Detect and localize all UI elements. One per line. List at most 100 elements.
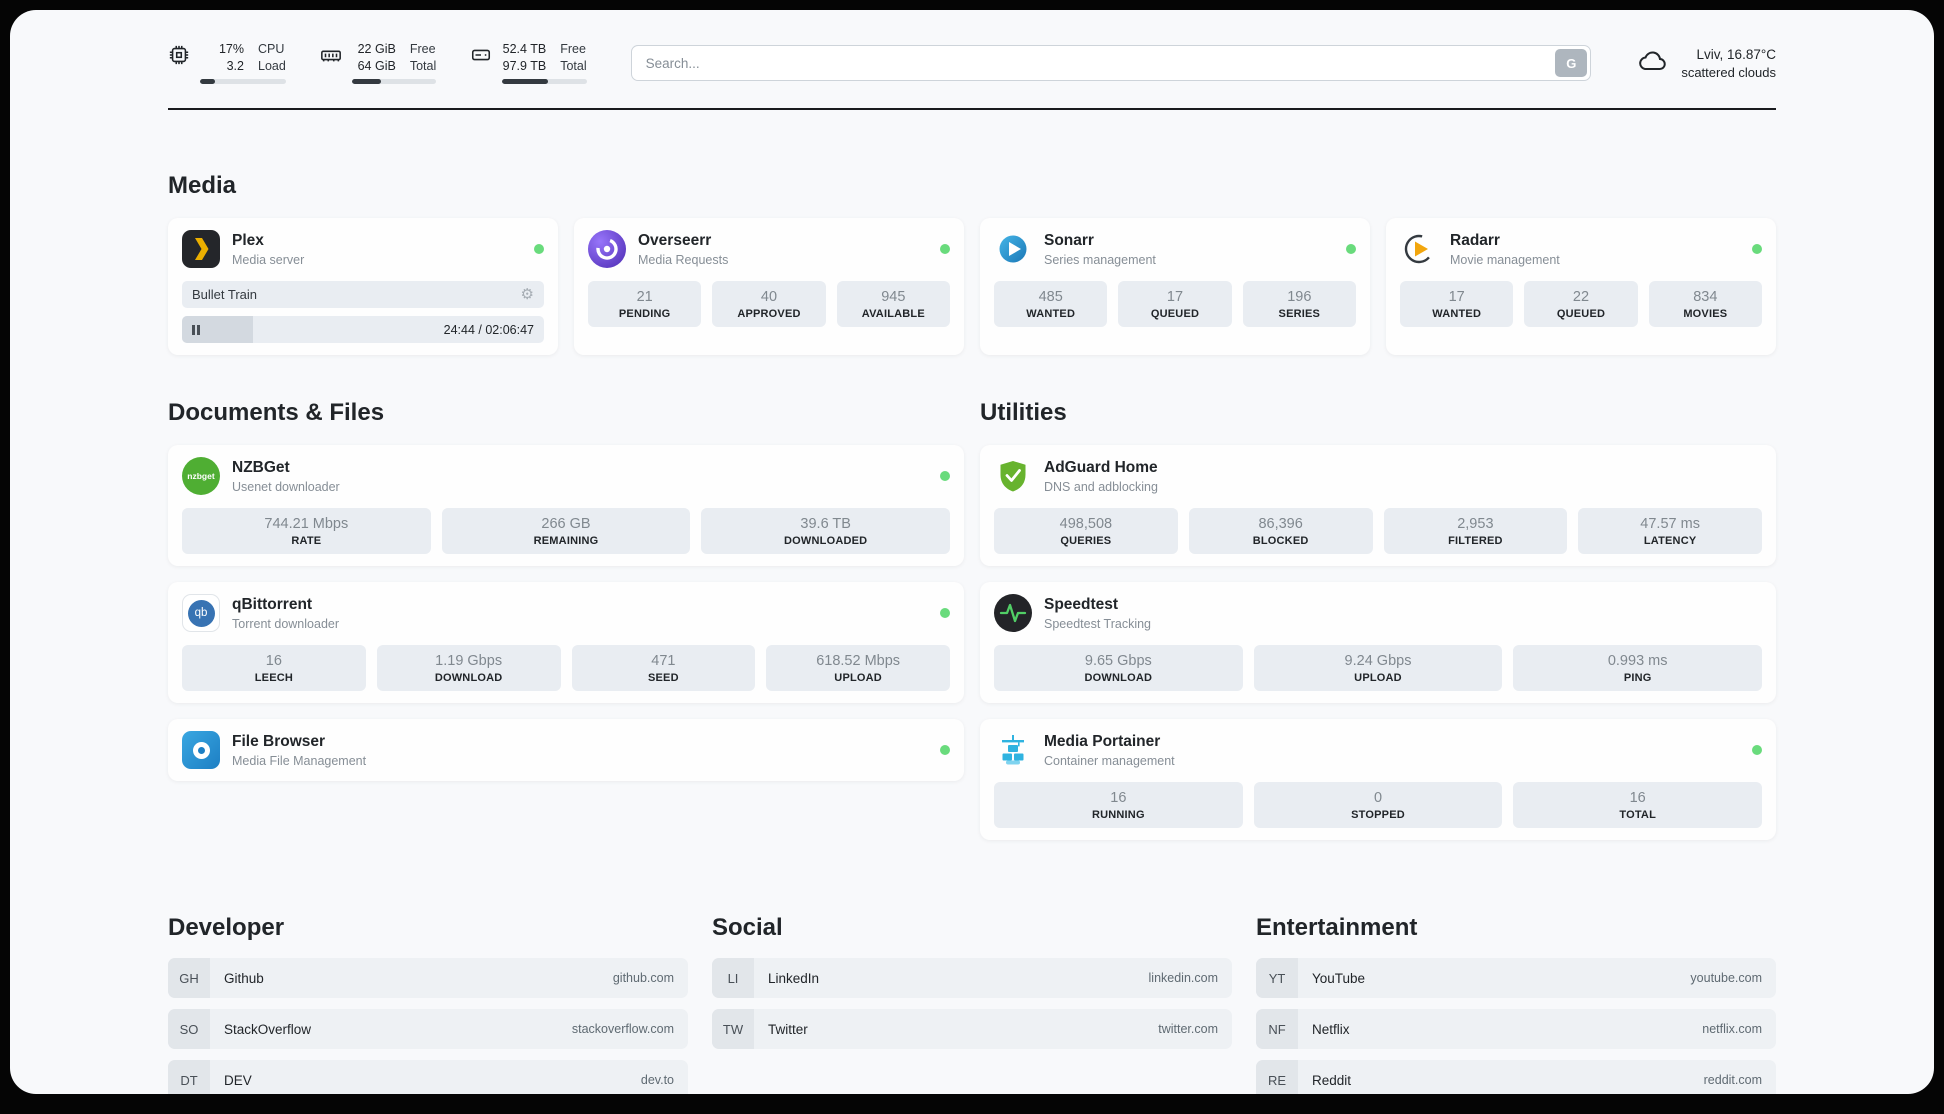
stackoverflow-icon: SO bbox=[168, 1009, 210, 1049]
pause-icon[interactable] bbox=[192, 324, 200, 335]
youtube-icon: YT bbox=[1256, 958, 1298, 998]
bookmark-group-social: Social LI LinkedIn linkedin.com TW Twitt… bbox=[712, 914, 1232, 1094]
top-bar: 17% 3.2 CPU Load bbox=[168, 42, 1776, 84]
stat-remaining: 266 GB REMAINING bbox=[441, 508, 691, 554]
now-playing-title: Bullet Train bbox=[192, 287, 258, 302]
portainer-icon bbox=[994, 731, 1032, 769]
ram-icon bbox=[320, 44, 342, 66]
app-description: Torrent downloader bbox=[232, 616, 340, 631]
disk-free-value: 52.4 TB bbox=[502, 42, 547, 56]
filebrowser-icon bbox=[182, 731, 220, 769]
github-icon: GH bbox=[168, 958, 210, 998]
gear-icon[interactable]: ⚙ bbox=[520, 286, 534, 303]
header-divider bbox=[168, 108, 1776, 110]
app-description: DNS and adblocking bbox=[1044, 479, 1158, 494]
section-title-media: Media bbox=[168, 172, 237, 199]
app-card-adguard[interactable]: AdGuard Home DNS and adblocking 498,508 … bbox=[980, 445, 1776, 566]
stat-series: 196 SERIES bbox=[1242, 281, 1356, 327]
stat-available: 945 AVAILABLE bbox=[836, 281, 950, 327]
cpu-usage-value: 17% bbox=[218, 42, 244, 56]
bookmark-github[interactable]: GH Github github.com bbox=[168, 958, 688, 998]
app-name: qBittorrent bbox=[232, 595, 313, 613]
stat-download: 1.19 Gbps DOWNLOAD bbox=[376, 645, 561, 691]
app-card-overseerr[interactable]: Overseerr Media Requests 21 PENDING 40 A… bbox=[574, 218, 964, 355]
media-grid: Plex Media server Bullet Train ⚙ 24:44 /… bbox=[168, 218, 1776, 355]
section-title-documents: Documents & Files bbox=[168, 399, 385, 426]
app-card-radarr[interactable]: Radarr Movie management 17 WANTED 22 QUE… bbox=[1386, 218, 1776, 355]
stat-queued: 22 QUEUED bbox=[1524, 281, 1638, 327]
stat-stopped: 0 STOPPED bbox=[1253, 782, 1503, 828]
app-card-filebrowser[interactable]: File Browser Media File Management bbox=[168, 719, 964, 781]
cpu-load-value: 3.2 bbox=[226, 59, 244, 73]
section-title-social: Social bbox=[712, 914, 783, 941]
stat-approved: 40 APPROVED bbox=[712, 281, 826, 327]
stat-filtered: 2,953 FILTERED bbox=[1383, 508, 1568, 554]
app-name: Radarr bbox=[1450, 231, 1500, 249]
dashboard-page: 17% 3.2 CPU Load bbox=[10, 10, 1934, 1094]
stat-ping: 0.993 ms PING bbox=[1513, 645, 1763, 691]
bookmark-dev[interactable]: DT DEV dev.to bbox=[168, 1060, 688, 1094]
plex-icon bbox=[182, 230, 220, 268]
app-card-speedtest[interactable]: Speedtest Speedtest Tracking 9.65 Gbps D… bbox=[980, 582, 1776, 703]
ram-free-label: Free bbox=[409, 42, 436, 56]
stat-upload: 618.52 Mbps UPLOAD bbox=[766, 645, 950, 691]
app-card-nzbget[interactable]: nzbget NZBGet Usenet downloader 744.21 M… bbox=[168, 445, 964, 566]
stat-queued: 17 QUEUED bbox=[1118, 281, 1232, 327]
bookmark-youtube[interactable]: YT YouTube youtube.com bbox=[1256, 958, 1776, 998]
cloud-icon bbox=[1635, 44, 1669, 83]
disk-progress-bar bbox=[502, 79, 587, 84]
now-playing-row: Bullet Train ⚙ bbox=[182, 281, 544, 308]
app-name: Plex bbox=[232, 231, 264, 249]
bookmarks: Developer GH Github github.com SO StackO… bbox=[168, 914, 1776, 1094]
disk-metric: 52.4 TB 97.9 TB Free Total bbox=[470, 42, 587, 84]
ram-metric: 22 GiB 64 GiB Free Total bbox=[320, 42, 437, 84]
disk-total-label: Total bbox=[560, 59, 587, 73]
app-description: Speedtest Tracking bbox=[1044, 616, 1152, 631]
status-dot bbox=[1752, 244, 1762, 254]
weather-location: Lviv, 16.87°C bbox=[1696, 46, 1776, 62]
app-card-sonarr[interactable]: Sonarr Series management 485 WANTED 17 Q… bbox=[980, 218, 1370, 355]
ram-free-value: 22 GiB bbox=[357, 42, 396, 56]
stat-latency: 47.57 ms LATENCY bbox=[1578, 508, 1762, 554]
bookmark-stackoverflow[interactable]: SO StackOverflow stackoverflow.com bbox=[168, 1009, 688, 1049]
status-dot bbox=[1346, 244, 1356, 254]
stat-queries: 498,508 QUERIES bbox=[994, 508, 1178, 554]
cpu-icon bbox=[168, 44, 190, 66]
app-description: Series management bbox=[1044, 252, 1156, 267]
radarr-icon bbox=[1400, 230, 1438, 268]
weather-condition: scattered clouds bbox=[1681, 64, 1776, 80]
bookmark-linkedin[interactable]: LI LinkedIn linkedin.com bbox=[712, 958, 1232, 998]
utilities-column: Utilities AdGuard Home DNS and adblocki bbox=[980, 355, 1776, 856]
app-name: Sonarr bbox=[1044, 231, 1094, 249]
stat-wanted: 17 WANTED bbox=[1400, 281, 1514, 327]
stat-pending: 21 PENDING bbox=[588, 281, 702, 327]
search-input[interactable] bbox=[630, 45, 1592, 81]
app-card-portainer[interactable]: Media Portainer Container management 16 … bbox=[980, 719, 1776, 840]
netflix-icon: NF bbox=[1256, 1009, 1298, 1049]
bookmark-reddit[interactable]: RE Reddit reddit.com bbox=[1256, 1060, 1776, 1094]
section-title-entertainment: Entertainment bbox=[1256, 914, 1418, 941]
cpu-label: CPU bbox=[258, 42, 285, 56]
status-dot bbox=[940, 471, 950, 481]
reddit-icon: RE bbox=[1256, 1060, 1298, 1094]
status-dot bbox=[940, 745, 950, 755]
app-description: Usenet downloader bbox=[232, 479, 340, 494]
playback-time: 24:44 / 02:06:47 bbox=[443, 322, 534, 337]
dev-icon: DT bbox=[168, 1060, 210, 1094]
app-description: Media File Management bbox=[232, 753, 367, 768]
bookmark-netflix[interactable]: NF Netflix netflix.com bbox=[1256, 1009, 1776, 1049]
twitter-icon: TW bbox=[712, 1009, 754, 1049]
search-engine-button[interactable]: G bbox=[1555, 49, 1588, 77]
playback-progress-bar[interactable]: 24:44 / 02:06:47 bbox=[182, 316, 544, 343]
status-dot bbox=[1752, 745, 1762, 755]
weather-widget: Lviv, 16.87°C scattered clouds bbox=[1635, 44, 1776, 83]
app-card-qbittorrent[interactable]: qb qBittorrent Torrent downloader 16 LEE… bbox=[168, 582, 964, 703]
stat-running: 16 RUNNING bbox=[994, 782, 1243, 828]
bookmark-twitter[interactable]: TW Twitter twitter.com bbox=[712, 1009, 1232, 1049]
ram-progress-bar bbox=[351, 79, 437, 84]
app-name: AdGuard Home bbox=[1044, 458, 1158, 476]
sonarr-icon bbox=[994, 230, 1032, 268]
stat-download: 9.65 Gbps DOWNLOAD bbox=[994, 645, 1243, 691]
disk-icon bbox=[470, 44, 492, 66]
app-card-plex[interactable]: Plex Media server Bullet Train ⚙ 24:44 /… bbox=[168, 218, 558, 355]
